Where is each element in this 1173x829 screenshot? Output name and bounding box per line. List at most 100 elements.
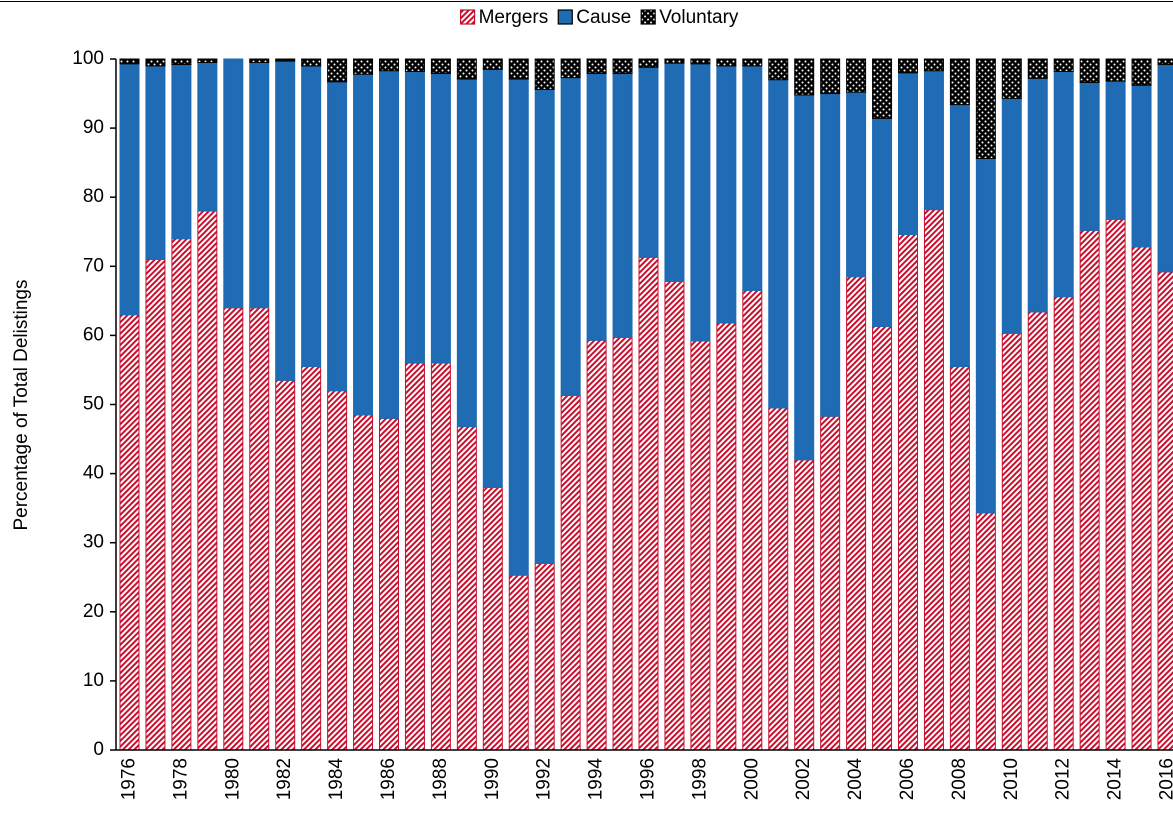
bar-segment (379, 70, 399, 419)
x-tick-label: 1980 (222, 758, 243, 800)
bar-segment (898, 58, 918, 74)
bar-segment (1001, 97, 1022, 334)
bar-segment (872, 117, 893, 327)
y-tick-label: 40 (83, 463, 104, 484)
legend-swatch (557, 9, 573, 25)
bar-segment (508, 574, 529, 751)
bar-segment (638, 256, 659, 751)
y-tick-label: 0 (93, 739, 104, 760)
bar-segment (872, 58, 893, 119)
y-tick-label: 70 (83, 255, 104, 276)
bar-segment (534, 562, 555, 751)
bar-segment (119, 314, 140, 751)
bar-segment (586, 58, 607, 75)
bar-segment (690, 63, 711, 342)
bar-segment (612, 58, 633, 75)
bar-segment (353, 414, 374, 751)
bar-segment (923, 209, 944, 751)
bar-segment (1157, 271, 1173, 751)
bar-segment (197, 210, 218, 751)
bar-segment (119, 63, 140, 316)
bar-segment (197, 58, 218, 63)
bar-segment (223, 307, 244, 751)
x-tick-label: 1988 (430, 758, 451, 800)
bar-segment (742, 65, 763, 291)
bar-segment (560, 58, 581, 79)
bar-segment (794, 94, 815, 461)
x-tick-label: 1986 (378, 758, 399, 800)
x-tick-label: 1978 (170, 758, 191, 800)
bar-segment (508, 58, 529, 80)
bar-segment (612, 73, 633, 338)
bar-segment (249, 58, 270, 63)
bar-segment (1027, 58, 1048, 79)
x-tick-label: 2000 (741, 758, 762, 800)
bar-segment (327, 58, 348, 83)
bar-segment (327, 81, 348, 392)
bar-segment (145, 58, 166, 67)
x-tick-label: 1994 (586, 758, 607, 801)
bar-segment (664, 281, 685, 751)
bar-segment (456, 78, 477, 428)
bar-segment (975, 58, 996, 160)
x-tick-label: 1976 (119, 758, 140, 800)
bar-segment (171, 58, 192, 66)
bar-segment (482, 486, 503, 751)
bar-segment (1053, 58, 1074, 72)
x-tick-label: 2016 (1157, 758, 1173, 800)
bar-segment (1157, 64, 1173, 273)
bar-segment (768, 407, 789, 751)
bar-segment (301, 365, 322, 751)
bar-segment (923, 70, 944, 211)
bar-segment (171, 238, 192, 751)
bar-segment (456, 58, 477, 80)
legend-swatch (640, 9, 656, 25)
bar-segment (508, 78, 529, 576)
legend-label: Voluntary (659, 7, 739, 28)
bar-segment (404, 58, 425, 72)
bar-segment (664, 62, 685, 283)
bar-segment (768, 79, 789, 409)
y-tick-label: 20 (83, 601, 104, 622)
bar-segment (1131, 246, 1152, 751)
bar-segment (430, 362, 451, 751)
bar-segment (949, 58, 970, 106)
bar-segment (1027, 77, 1048, 313)
bar-segment (1079, 229, 1100, 751)
bar-segment (197, 61, 218, 212)
bar-segment (794, 459, 815, 751)
bar-segment (664, 58, 685, 64)
legend-label: Mergers (479, 7, 549, 28)
x-tick-label: 1984 (326, 758, 347, 801)
bar-segment (716, 322, 737, 751)
bar-segment (846, 276, 867, 751)
bar-segment (145, 65, 166, 260)
bar-segment (1131, 84, 1152, 248)
x-tick-label: 1992 (534, 758, 555, 800)
bar-segment (1105, 80, 1126, 220)
bar-segment (716, 58, 737, 67)
bar-segment (1105, 218, 1126, 751)
bar-segment (249, 61, 270, 309)
bar-segment (820, 415, 841, 751)
x-tick-label: 2010 (1001, 758, 1022, 800)
bar-segment (534, 88, 555, 564)
y-tick-label: 90 (83, 117, 104, 138)
x-tick-label: 1982 (274, 758, 295, 800)
bar-segment (1157, 58, 1173, 66)
bar-segment (482, 68, 503, 488)
bar-segment (846, 91, 867, 278)
bar-segment (223, 58, 244, 309)
y-tick-label: 60 (83, 324, 104, 345)
x-tick-label: 2008 (949, 758, 970, 800)
x-tick-label: 1990 (482, 758, 503, 800)
bar-segment (430, 58, 451, 75)
bar-segment (534, 58, 555, 90)
bar-segment (820, 93, 841, 417)
y-tick-label: 30 (83, 532, 104, 553)
bar-segment (560, 77, 581, 397)
bar-segment (119, 58, 140, 65)
bar-segment (846, 58, 867, 93)
bar-segment (171, 64, 192, 240)
